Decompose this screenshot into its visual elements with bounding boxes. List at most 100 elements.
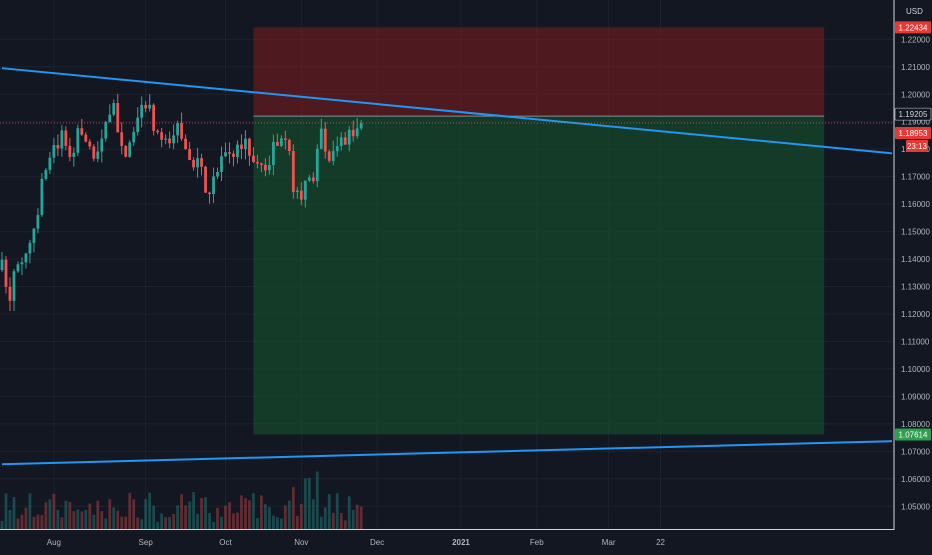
price-label-current: 1.18953 [899,129,928,138]
candle-body [120,132,124,146]
volume-bar [96,500,100,530]
time-tick-label: Dec [370,538,384,547]
candle-body [152,104,156,131]
volume-bar [244,498,247,530]
volume-bar [355,504,359,530]
volume-bar [208,512,211,530]
candle-body [204,166,207,193]
volume-bars [0,471,363,530]
price-tick-label: 1.17000 [901,173,930,182]
candle-body [355,128,359,137]
candle-body [104,122,108,139]
price-tick-label: 1.16000 [901,200,930,209]
candle-body [208,192,211,195]
candle-body [279,138,283,146]
candle-body [140,104,144,118]
volume-bar [0,520,4,530]
candle-body [287,139,291,151]
volume-bar [343,520,347,530]
candle-body [335,146,339,152]
volume-bar [220,516,223,530]
position-zones[interactable] [253,27,825,435]
candle-body [56,145,60,149]
candle-body [148,104,152,109]
volume-bar [112,507,116,530]
volume-bar [24,507,28,530]
price-axis[interactable]: 1.05000 1.06000 1.07000 1.08000 1.09000 1.100… [901,35,930,511]
price-label-stop: 1.22434 [899,23,928,32]
candle-body [108,114,112,123]
candle-body [24,253,28,263]
candle-body [60,130,64,149]
candle-body [268,165,271,171]
candle-body [220,156,223,173]
volume-bar [132,499,136,530]
price-labels: 1.22434 1.19205 1.18953 23:13 1.07614 [894,21,932,441]
price-tick-label: 1.06000 [901,475,930,484]
volume-bar [152,505,156,530]
candle-body [232,153,235,157]
trendline [1,67,893,155]
candle-body [224,152,227,157]
candle-body [116,103,120,133]
candle-body [339,137,343,147]
volume-bar [228,502,231,530]
price-label-target: 1.07614 [899,430,928,439]
volume-bar [76,509,80,530]
volume-bar [120,516,124,530]
volume-bar [160,513,164,530]
candle-body [188,149,191,161]
price-label-countdown-box [906,140,928,153]
candle-body [176,123,179,136]
volume-bar [319,516,323,530]
price-tick-label: 1.21000 [901,63,930,72]
volume-bar [359,506,363,530]
candle-body [12,271,16,301]
candle-body [192,160,195,168]
volume-bar [335,493,339,530]
candles [0,93,363,312]
volume-bar [40,515,44,530]
volume-bar [252,493,255,530]
price-label-stop-box [895,21,931,34]
candle-body [100,138,104,152]
price-tick-label: 1.13000 [901,283,930,292]
candle-body [72,152,76,157]
candle-body [156,130,160,133]
candle-body [252,155,255,163]
candle-body [68,145,72,157]
volume-bar [347,496,351,530]
time-tick-label: Aug [47,538,61,547]
price-tick-label: 1.09000 [901,392,930,401]
volume-bar [36,514,40,530]
time-axis[interactable]: Aug Sep Oct Nov Dec 2021 Feb Mar 22 [47,538,666,547]
time-tick-label: Sep [139,538,154,547]
candle-body [323,128,327,152]
volume-bar [216,507,219,530]
candle-body [228,152,231,154]
volume-bar [212,521,215,530]
volume-bar [184,505,187,530]
candle-body [212,176,215,195]
volume-bar [44,502,48,530]
candle-body [359,123,363,129]
volume-bar [295,515,299,530]
volume-bar [268,506,271,530]
price-tick-label: 1.12000 [901,310,930,319]
volume-bar [92,514,96,530]
trendlines[interactable] [1,67,893,466]
candle-body [124,145,128,157]
candle-body [48,157,52,170]
price-tick-label: 1.08000 [901,420,930,429]
candle-body [275,141,279,146]
price-label-entry: 1.19205 [899,110,928,119]
candle-body [327,151,331,161]
volume-bar [315,471,319,530]
volume-bar [12,497,16,530]
candle-body [307,177,311,181]
volume-bar [264,504,267,530]
take-profit-zone [253,116,825,435]
volume-bar [52,493,56,530]
